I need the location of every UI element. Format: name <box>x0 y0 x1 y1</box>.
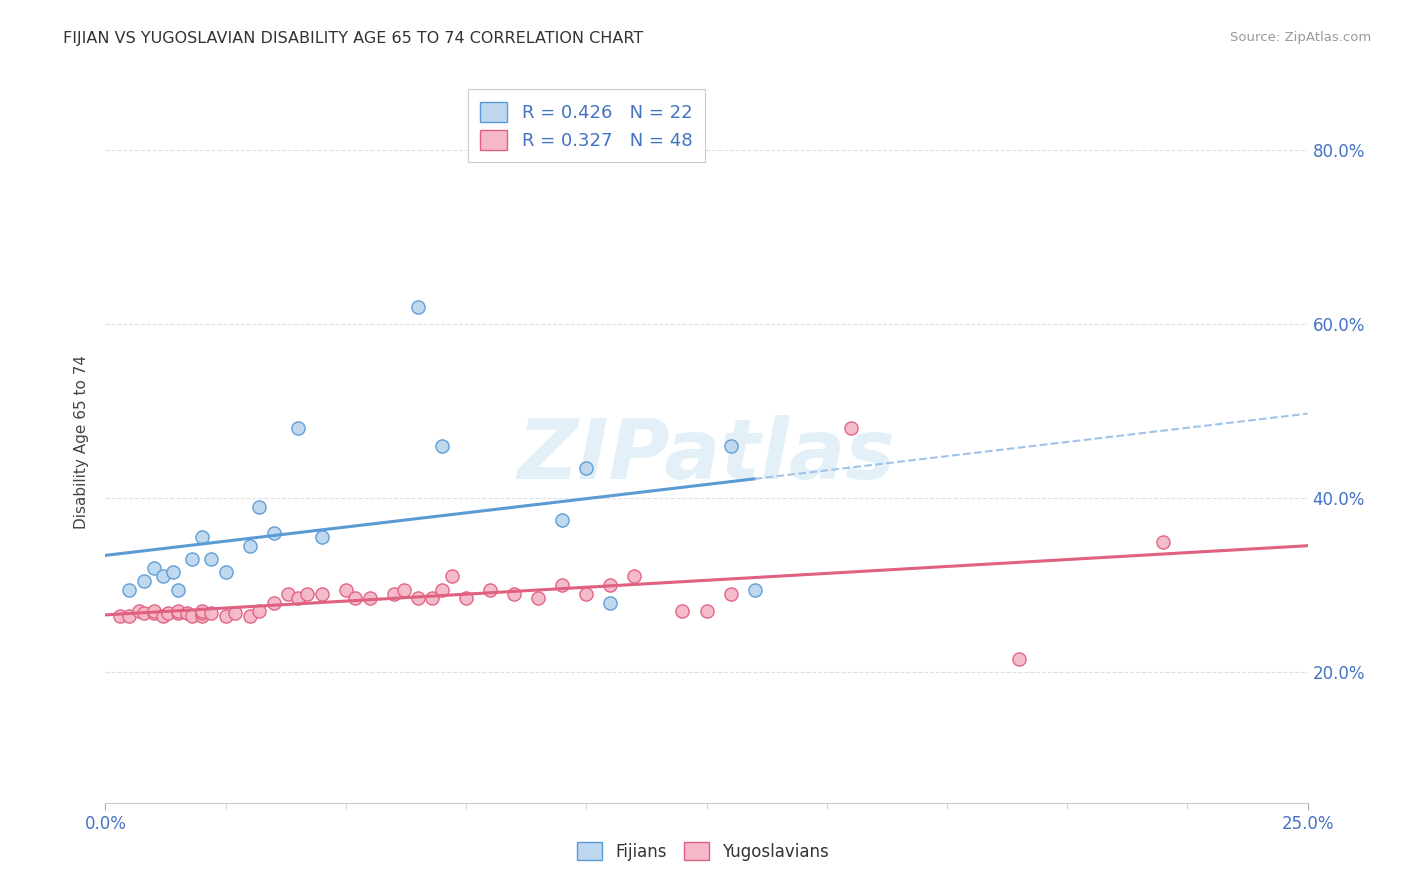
Point <box>166 604 188 618</box>
Point <box>156 606 179 620</box>
Point <box>287 421 309 435</box>
Point <box>239 608 262 623</box>
Point <box>224 606 246 620</box>
Point <box>297 587 319 601</box>
Point <box>671 604 693 618</box>
Point <box>287 591 309 606</box>
Y-axis label: Disability Age 65 to 74: Disability Age 65 to 74 <box>75 354 90 529</box>
Point <box>422 591 444 606</box>
Point <box>162 565 184 579</box>
Point <box>720 587 742 601</box>
Point <box>142 606 165 620</box>
Point <box>839 421 862 435</box>
Point <box>359 591 381 606</box>
Point <box>720 439 742 453</box>
Text: FIJIAN VS YUGOSLAVIAN DISABILITY AGE 65 TO 74 CORRELATION CHART: FIJIAN VS YUGOSLAVIAN DISABILITY AGE 65 … <box>63 31 644 46</box>
Point <box>190 608 212 623</box>
Point <box>392 582 415 597</box>
Point <box>181 552 204 566</box>
Point <box>311 587 333 601</box>
Point <box>128 604 150 618</box>
Point <box>623 569 645 583</box>
Legend: Fijians, Yugoslavians: Fijians, Yugoslavians <box>571 836 835 868</box>
Point <box>456 591 478 606</box>
Point <box>503 587 526 601</box>
Point <box>200 606 222 620</box>
Point <box>406 300 429 314</box>
Point <box>1152 534 1174 549</box>
Point <box>696 604 718 618</box>
Point <box>132 606 155 620</box>
Text: Source: ZipAtlas.com: Source: ZipAtlas.com <box>1230 31 1371 45</box>
Point <box>277 587 299 601</box>
Point <box>479 582 502 597</box>
Point <box>190 606 212 620</box>
Point <box>152 569 174 583</box>
Point <box>166 606 188 620</box>
Point <box>181 608 204 623</box>
Point <box>132 574 155 588</box>
Point <box>118 608 141 623</box>
Point <box>551 513 574 527</box>
Point <box>214 608 236 623</box>
Point <box>118 582 141 597</box>
Point <box>599 578 621 592</box>
Point <box>575 587 598 601</box>
Point <box>1008 652 1031 666</box>
Point <box>599 596 621 610</box>
Point <box>190 530 212 544</box>
Point <box>263 525 285 540</box>
Point <box>440 569 463 583</box>
Point <box>551 578 574 592</box>
Point <box>142 561 165 575</box>
Point <box>239 539 262 553</box>
Point <box>344 591 367 606</box>
Legend: R = 0.426   N = 22, R = 0.327   N = 48: R = 0.426 N = 22, R = 0.327 N = 48 <box>468 89 704 162</box>
Point <box>335 582 357 597</box>
Point <box>406 591 429 606</box>
Point <box>247 500 270 514</box>
Point <box>311 530 333 544</box>
Point <box>152 608 174 623</box>
Point <box>190 604 212 618</box>
Point <box>108 608 131 623</box>
Point <box>166 582 188 597</box>
Point <box>214 565 236 579</box>
Point <box>575 460 598 475</box>
Point <box>176 606 198 620</box>
Point <box>430 582 453 597</box>
Point <box>382 587 405 601</box>
Point <box>247 604 270 618</box>
Point <box>200 552 222 566</box>
Point <box>430 439 453 453</box>
Point <box>142 604 165 618</box>
Point <box>744 582 766 597</box>
Text: ZIPatlas: ZIPatlas <box>517 416 896 497</box>
Point <box>527 591 550 606</box>
Point <box>263 596 285 610</box>
